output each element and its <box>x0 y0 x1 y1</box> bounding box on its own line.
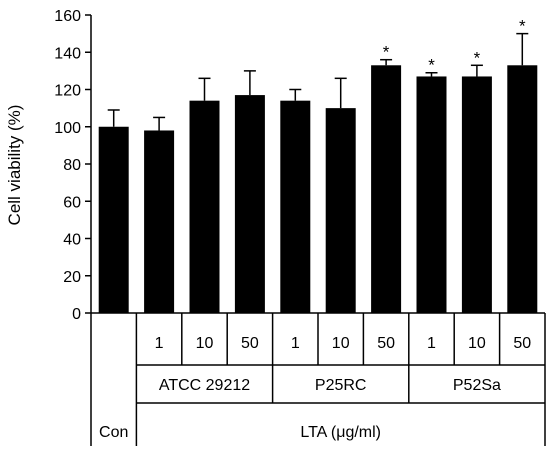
y-tick-label: 160 <box>54 8 81 25</box>
concentration-label: 1 <box>427 335 436 352</box>
bar <box>234 95 265 314</box>
concentration-label: 10 <box>332 335 350 352</box>
bar <box>371 65 402 313</box>
y-tick-label: 0 <box>72 306 81 323</box>
bars-layer: * * * * <box>98 17 538 314</box>
group-label: P25RC <box>315 377 367 394</box>
y-tick-label: 120 <box>54 83 81 100</box>
significance-marker: * <box>474 48 481 67</box>
concentration-label: 50 <box>377 335 395 352</box>
significance-marker: * <box>428 56 435 75</box>
bar <box>507 65 538 313</box>
bar <box>189 100 220 313</box>
bar <box>325 108 356 313</box>
y-tick-label: 40 <box>63 232 81 249</box>
concentration-label: 50 <box>513 335 531 352</box>
y-axis-label: Cell viability (%) <box>5 105 24 226</box>
bar <box>98 126 129 313</box>
concentration-label: 10 <box>468 335 486 352</box>
bar <box>280 100 311 313</box>
group-label: ATCC 29212 <box>159 377 250 394</box>
y-tick-label: 20 <box>63 269 81 286</box>
significance-marker: * <box>519 17 526 36</box>
y-tick-label: 80 <box>63 157 81 174</box>
concentration-label: 50 <box>241 335 259 352</box>
treatment-label: LTA (μg/ml) <box>300 424 381 441</box>
significance-marker: * <box>383 43 390 62</box>
y-axis: 0 20 40 60 80 100 120 140 160 <box>54 8 92 323</box>
bar <box>144 130 175 313</box>
y-tick-label: 140 <box>54 45 81 62</box>
y-tick-label: 100 <box>54 120 81 137</box>
control-label: Con <box>99 424 128 441</box>
bar <box>416 76 447 314</box>
group-label: P52Sa <box>453 377 501 394</box>
concentration-label: 1 <box>291 335 300 352</box>
concentration-label: 10 <box>196 335 214 352</box>
category-table: 1 10 50 1 10 50 1 10 50 ATCC 29212 P25RC P52Sa Con LT… <box>90 312 546 446</box>
concentration-label: 1 <box>155 335 164 352</box>
y-tick-label: 60 <box>63 194 81 211</box>
bar <box>461 76 492 314</box>
